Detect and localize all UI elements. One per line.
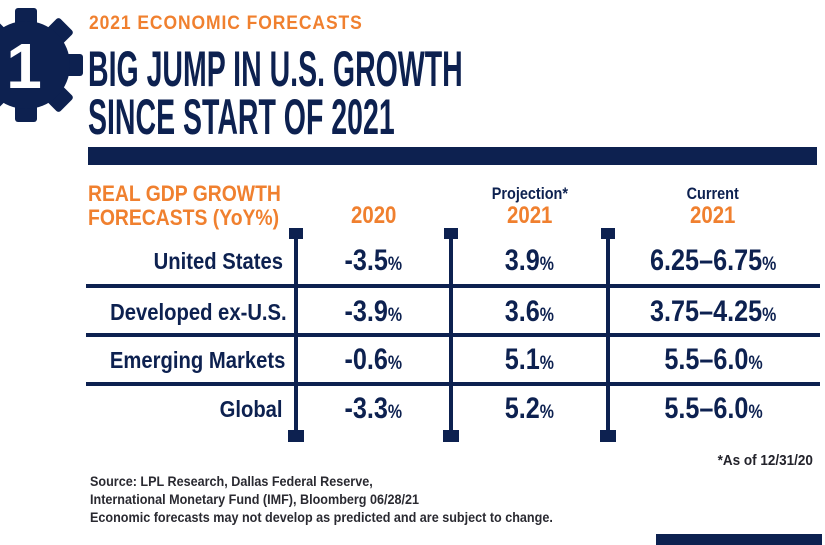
eyebrow-label: 2021 ECONOMIC FORECASTS — [89, 13, 363, 34]
column-header-current-label: Current — [686, 184, 740, 203]
page-title-line1: BIG JUMP IN U.S. GROWTH — [88, 41, 463, 97]
as-of-footnote: *As of 12/31/20 — [717, 452, 813, 469]
cell-global-2020: -3.3% — [344, 392, 403, 425]
cell-em-2020: -0.6% — [344, 343, 403, 376]
cell-em-current: 5.5–6.0% — [663, 343, 763, 376]
footer-accent-bar — [656, 534, 822, 545]
title-underline-bar — [88, 147, 817, 165]
disclaimer-line: Economic forecasts may not develop as pr… — [90, 509, 553, 525]
cell-em-projection: 5.1% — [504, 343, 555, 376]
row-separator — [86, 284, 820, 288]
cell-dev-current: 3.75–4.25% — [649, 295, 777, 328]
row-label: Emerging Markets — [109, 347, 286, 373]
column-header-2020: 2020 — [350, 202, 397, 229]
gear-icon: 1 — [0, 8, 83, 122]
figure-number: 1 — [6, 30, 42, 102]
source-line1: Source: LPL Research, Dallas Federal Res… — [90, 473, 373, 489]
row-label: Developed ex-U.S. — [110, 299, 287, 325]
row-separator — [86, 333, 820, 337]
row-label: Global — [220, 396, 283, 422]
source-line2: International Monetary Fund (IMF), Bloom… — [90, 491, 420, 507]
page-title-line2: SINCE START OF 2021 — [88, 89, 395, 145]
cell-us-projection: 3.9% — [504, 244, 555, 277]
column-header-current-2021: 2021 — [690, 202, 736, 229]
row-header-line2: FORECASTS (YoY%) — [88, 205, 280, 230]
cell-dev-projection: 3.6% — [504, 295, 555, 328]
row-header-line1: REAL GDP GROWTH — [88, 181, 281, 206]
divider-cap — [288, 430, 304, 442]
cell-us-2020: -3.5% — [344, 244, 403, 277]
row-label: United States — [153, 248, 283, 274]
source-block: Source: LPL Research, Dallas Federal Res… — [90, 472, 604, 526]
cell-dev-2020: -3.9% — [344, 295, 403, 328]
cell-global-projection: 5.2% — [504, 392, 555, 425]
divider-cap — [600, 430, 616, 442]
cell-us-current: 6.25–6.75% — [649, 244, 777, 277]
column-header-projection-2021: 2021 — [506, 202, 553, 229]
divider-cap — [289, 228, 303, 239]
divider-cap — [601, 228, 615, 239]
column-header-projection-label: Projection* — [491, 184, 568, 203]
divider-cap — [444, 228, 458, 239]
row-separator — [86, 382, 820, 386]
cell-global-current: 5.5–6.0% — [663, 392, 763, 425]
table-row-header: REAL GDP GROWTH FORECASTS (YoY%) — [88, 182, 307, 230]
divider-cap — [443, 430, 459, 442]
